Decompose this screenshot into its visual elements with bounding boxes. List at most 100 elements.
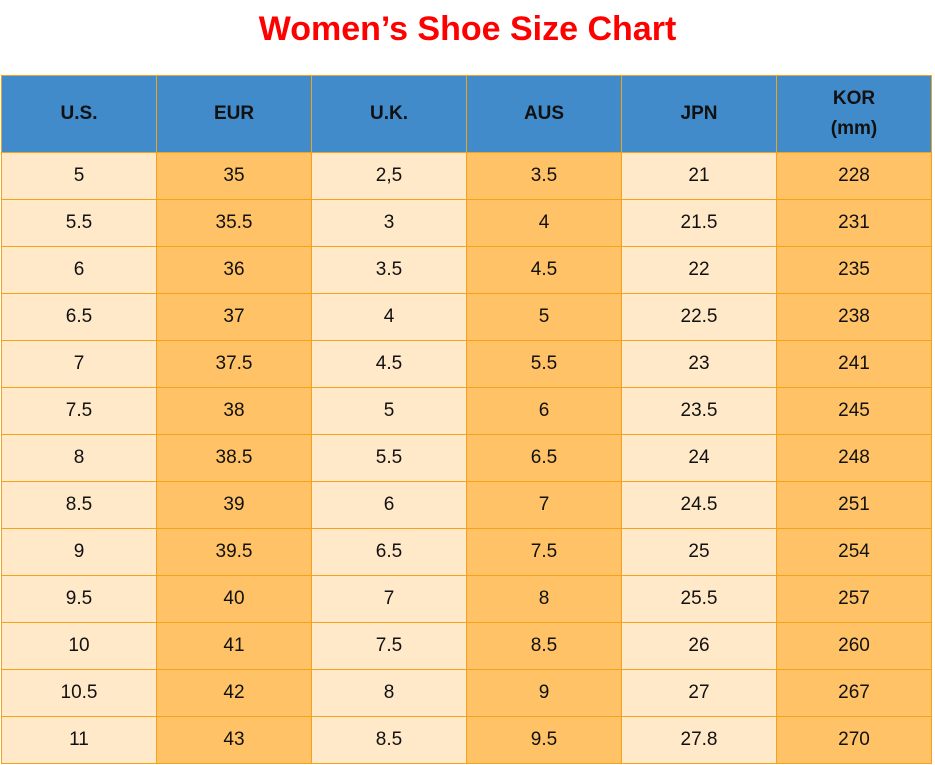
table-cell: 2,5	[311, 152, 467, 200]
table-cell: 5	[1, 152, 157, 200]
table-cell: 37.5	[156, 340, 312, 388]
table-row: 8 38.5 5.5 6.5 24 248	[1, 434, 932, 482]
table-cell: 43	[156, 716, 312, 764]
table-cell: 23	[621, 340, 777, 388]
table-cell: 260	[776, 622, 932, 670]
table-cell: 35.5	[156, 199, 312, 247]
table-cell: 9.5	[1, 575, 157, 623]
table-cell: 26	[621, 622, 777, 670]
table-cell: 257	[776, 575, 932, 623]
page-title: Women’s Shoe Size Chart	[258, 10, 677, 48]
table-cell: 7.5	[466, 528, 622, 576]
column-header: JPN	[621, 75, 777, 153]
table-cell: 5.5	[466, 340, 622, 388]
table-cell: 4.5	[311, 340, 467, 388]
table-cell: 9	[466, 669, 622, 717]
table-row: 6 36 3.5 4.5 22 235	[1, 246, 932, 294]
table-cell: 241	[776, 340, 932, 388]
table-cell: 38.5	[156, 434, 312, 482]
table-cell: 7	[466, 481, 622, 529]
table-cell: 5	[311, 387, 467, 435]
table-cell: 8.5	[311, 716, 467, 764]
table-cell: 23.5	[621, 387, 777, 435]
table-cell: 248	[776, 434, 932, 482]
size-chart-table: U.S. EUR U.K. AUS JPN KOR (mm) 5 35 2,5 3.5 21 228 5…	[1, 75, 932, 764]
table-cell: 7.5	[1, 387, 157, 435]
table-cell: 11	[1, 716, 157, 764]
table-cell: 235	[776, 246, 932, 294]
table-cell: 6.5	[1, 293, 157, 341]
table-row: 8.5 39 6 7 24.5 251	[1, 481, 932, 529]
table-cell: 8	[1, 434, 157, 482]
table-cell: 7	[311, 575, 467, 623]
column-header: EUR	[156, 75, 312, 153]
table-cell: 4.5	[466, 246, 622, 294]
table-cell: 35	[156, 152, 312, 200]
table-cell: 22.5	[621, 293, 777, 341]
table-cell: 39.5	[156, 528, 312, 576]
table-cell: 7	[1, 340, 157, 388]
table-cell: 4	[311, 293, 467, 341]
table-cell: 6.5	[466, 434, 622, 482]
table-row: 7 37.5 4.5 5.5 23 241	[1, 340, 932, 388]
table-cell: 5.5	[311, 434, 467, 482]
table-cell: 8	[466, 575, 622, 623]
table-cell: 8.5	[466, 622, 622, 670]
table-cell: 6	[466, 387, 622, 435]
table-cell: 36	[156, 246, 312, 294]
column-header-label: (mm)	[830, 118, 878, 139]
table-cell: 41	[156, 622, 312, 670]
table-cell: 10	[1, 622, 157, 670]
table-cell: 3.5	[311, 246, 467, 294]
table-cell: 38	[156, 387, 312, 435]
table-cell: 238	[776, 293, 932, 341]
table-cell: 21	[621, 152, 777, 200]
table-cell: 4	[466, 199, 622, 247]
column-header: KOR (mm)	[776, 75, 932, 153]
table-cell: 6.5	[311, 528, 467, 576]
table-cell: 27	[621, 669, 777, 717]
table-cell: 25	[621, 528, 777, 576]
table-row: 6.5 37 4 5 22.5 238	[1, 293, 932, 341]
table-cell: 25.5	[621, 575, 777, 623]
table-cell: 254	[776, 528, 932, 576]
table-cell: 7.5	[311, 622, 467, 670]
table-row: 9.5 40 7 8 25.5 257	[1, 575, 932, 623]
table-cell: 22	[621, 246, 777, 294]
table-cell: 245	[776, 387, 932, 435]
table-cell: 37	[156, 293, 312, 341]
table-cell: 8.5	[1, 481, 157, 529]
table-cell: 5.5	[1, 199, 157, 247]
table-cell: 10.5	[1, 669, 157, 717]
table-cell: 267	[776, 669, 932, 717]
column-header-label: U.S.	[60, 103, 98, 124]
table-cell: 24.5	[621, 481, 777, 529]
table-cell: 21.5	[621, 199, 777, 247]
table-cell: 24	[621, 434, 777, 482]
table-cell: 39	[156, 481, 312, 529]
table-cell: 231	[776, 199, 932, 247]
column-header-label: AUS	[523, 103, 565, 124]
table-cell: 42	[156, 669, 312, 717]
table-row: 7.5 38 5 6 23.5 245	[1, 387, 932, 435]
column-header: U.S.	[1, 75, 157, 153]
column-header: U.K.	[311, 75, 467, 153]
table-cell: 270	[776, 716, 932, 764]
table-row: 9 39.5 6.5 7.5 25 254	[1, 528, 932, 576]
table-cell: 5	[466, 293, 622, 341]
table-row: 5 35 2,5 3.5 21 228	[1, 152, 932, 200]
table-cell: 8	[311, 669, 467, 717]
table-cell: 6	[311, 481, 467, 529]
table-cell: 3	[311, 199, 467, 247]
table-cell: 27.8	[621, 716, 777, 764]
table-cell: 6	[1, 246, 157, 294]
table-cell: 40	[156, 575, 312, 623]
table-row: 11 43 8.5 9.5 27.8 270	[1, 716, 932, 764]
table-row: 10 41 7.5 8.5 26 260	[1, 622, 932, 670]
column-header-label: KOR	[832, 88, 876, 109]
table-row: 10.5 42 8 9 27 267	[1, 669, 932, 717]
table-cell: 228	[776, 152, 932, 200]
table-row: 5.5 35.5 3 4 21.5 231	[1, 199, 932, 247]
column-header-label: JPN	[680, 103, 718, 124]
table-cell: 3.5	[466, 152, 622, 200]
